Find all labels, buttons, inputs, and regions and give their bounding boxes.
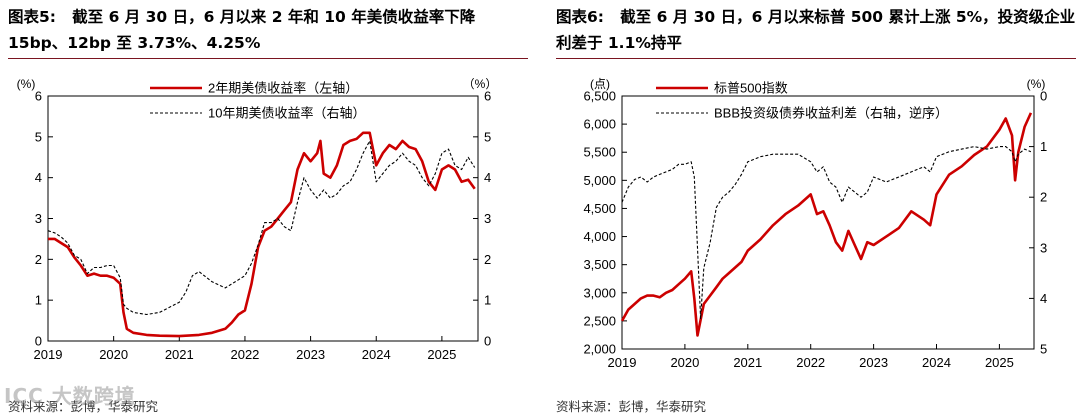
y-left-tick-label: 4,500 xyxy=(583,201,616,216)
series-line-primary xyxy=(48,131,476,338)
y-left-tick-label: 6,500 xyxy=(583,89,616,104)
x-tick-label: 2019 xyxy=(608,355,637,370)
y-left-tick-label: 5 xyxy=(35,129,42,144)
left-chart-svg: (%) （%） 0 1 2 3 4 5 6 0 1 2 3 4 5 6 2019 2020 2021 2022 2023… xyxy=(17,77,498,362)
x-tick-label: 2021 xyxy=(733,355,762,370)
left-source-note: 资料来源：彭博，华泰研究 xyxy=(8,399,159,414)
x-tick-label: 2020 xyxy=(99,347,128,362)
x-tick-label: 2024 xyxy=(922,355,951,370)
y-left-tick-label: 6,000 xyxy=(583,117,616,132)
left-title-rule xyxy=(8,58,528,59)
x-tick-label: 2024 xyxy=(362,347,391,362)
y-right-tick-label: 4 xyxy=(1040,291,1047,306)
x-tick-label: 2023 xyxy=(859,355,888,370)
right-chart-panel: 图表6: 截至 6 月 30 日，6 月以来标普 500 累计上涨 5%，投资级… xyxy=(556,0,1076,420)
x-tick-label: 2020 xyxy=(670,355,699,370)
legend-label: 标普500指数 xyxy=(714,81,788,96)
plot-frame xyxy=(47,95,479,342)
y-left-tick-label: 2,500 xyxy=(583,313,616,328)
legend-label: 10年期美债收益率（右轴） xyxy=(208,106,365,121)
y-right-unit: (%) xyxy=(1027,77,1046,91)
y-left-tick-label: 4,000 xyxy=(583,229,616,244)
y-right-tick-label: 4 xyxy=(484,170,491,185)
left-chart-panel: 图表5: 截至 6 月 30 日，6 月以来 2 年和 10 年美债收益率下降 … xyxy=(8,0,528,420)
y-right-tick-label: 0 xyxy=(1040,89,1047,104)
left-chart-title: 图表5: 截至 6 月 30 日，6 月以来 2 年和 10 年美债收益率下降 … xyxy=(8,8,481,52)
y-left-unit: (%) xyxy=(17,77,36,91)
y-left-unit: (点) xyxy=(590,77,610,91)
y-right-unit: （%） xyxy=(463,77,498,91)
x-tick-label: 2025 xyxy=(427,347,456,362)
y-left-tick-label: 6 xyxy=(35,89,42,104)
y-right-tick-label: 3 xyxy=(484,211,491,226)
y-left-tick-label: 3,500 xyxy=(583,257,616,272)
legend-label: BBB投资级债券收益利差（右轴，逆序） xyxy=(714,106,948,121)
right-chart-svg: (点) (%) 2,000 2,500 3,000 3,500 4,000 4,500 5,00… xyxy=(583,77,1047,370)
y-left-tick-label: 3 xyxy=(35,211,42,226)
series-line-primary xyxy=(620,112,1033,337)
y-left-tick-label: 2 xyxy=(35,252,42,267)
right-source-note: 资料来源：彭博，华泰研究 xyxy=(556,399,707,414)
y-left-tick-label: 2,000 xyxy=(583,342,616,357)
x-tick-label: 2019 xyxy=(34,347,63,362)
y-left-tick-label: 5,500 xyxy=(583,145,616,160)
x-tick-label: 2023 xyxy=(296,347,325,362)
y-right-tick-label: 3 xyxy=(1040,240,1047,255)
y-right-tick-label: 2 xyxy=(1040,190,1047,205)
legend-label: 2年期美债收益率（左轴） xyxy=(208,81,358,96)
y-right-tick-label: 1 xyxy=(1040,139,1047,154)
y-right-tick-label: 2 xyxy=(484,252,491,267)
x-tick-label: 2021 xyxy=(165,347,194,362)
y-left-tick-label: 4 xyxy=(35,170,42,185)
right-chart-title: 图表6: 截至 6 月 30 日，6 月以来标普 500 累计上涨 5%，投资级… xyxy=(556,8,1076,52)
y-right-tick-label: 0 xyxy=(484,334,491,349)
y-right-tick-label: 1 xyxy=(484,293,491,308)
watermark-logo: ICC 大数跨境 xyxy=(4,384,136,408)
x-tick-label: 2022 xyxy=(230,347,259,362)
y-left-tick-label: 1 xyxy=(35,293,42,308)
y-right-tick-label: 5 xyxy=(484,129,491,144)
y-left-tick-label: 0 xyxy=(35,334,42,349)
y-left-tick-label: 3,000 xyxy=(583,285,616,300)
y-right-tick-label: 5 xyxy=(1040,342,1047,357)
y-left-tick-label: 5,000 xyxy=(583,173,616,188)
plot-frame xyxy=(621,95,1035,350)
series-line-secondary xyxy=(621,146,1032,320)
x-tick-label: 2022 xyxy=(796,355,825,370)
series-line-secondary xyxy=(47,140,476,316)
y-right-tick-label: 6 xyxy=(484,89,491,104)
x-tick-label: 2025 xyxy=(985,355,1014,370)
right-title-rule xyxy=(556,58,1076,59)
